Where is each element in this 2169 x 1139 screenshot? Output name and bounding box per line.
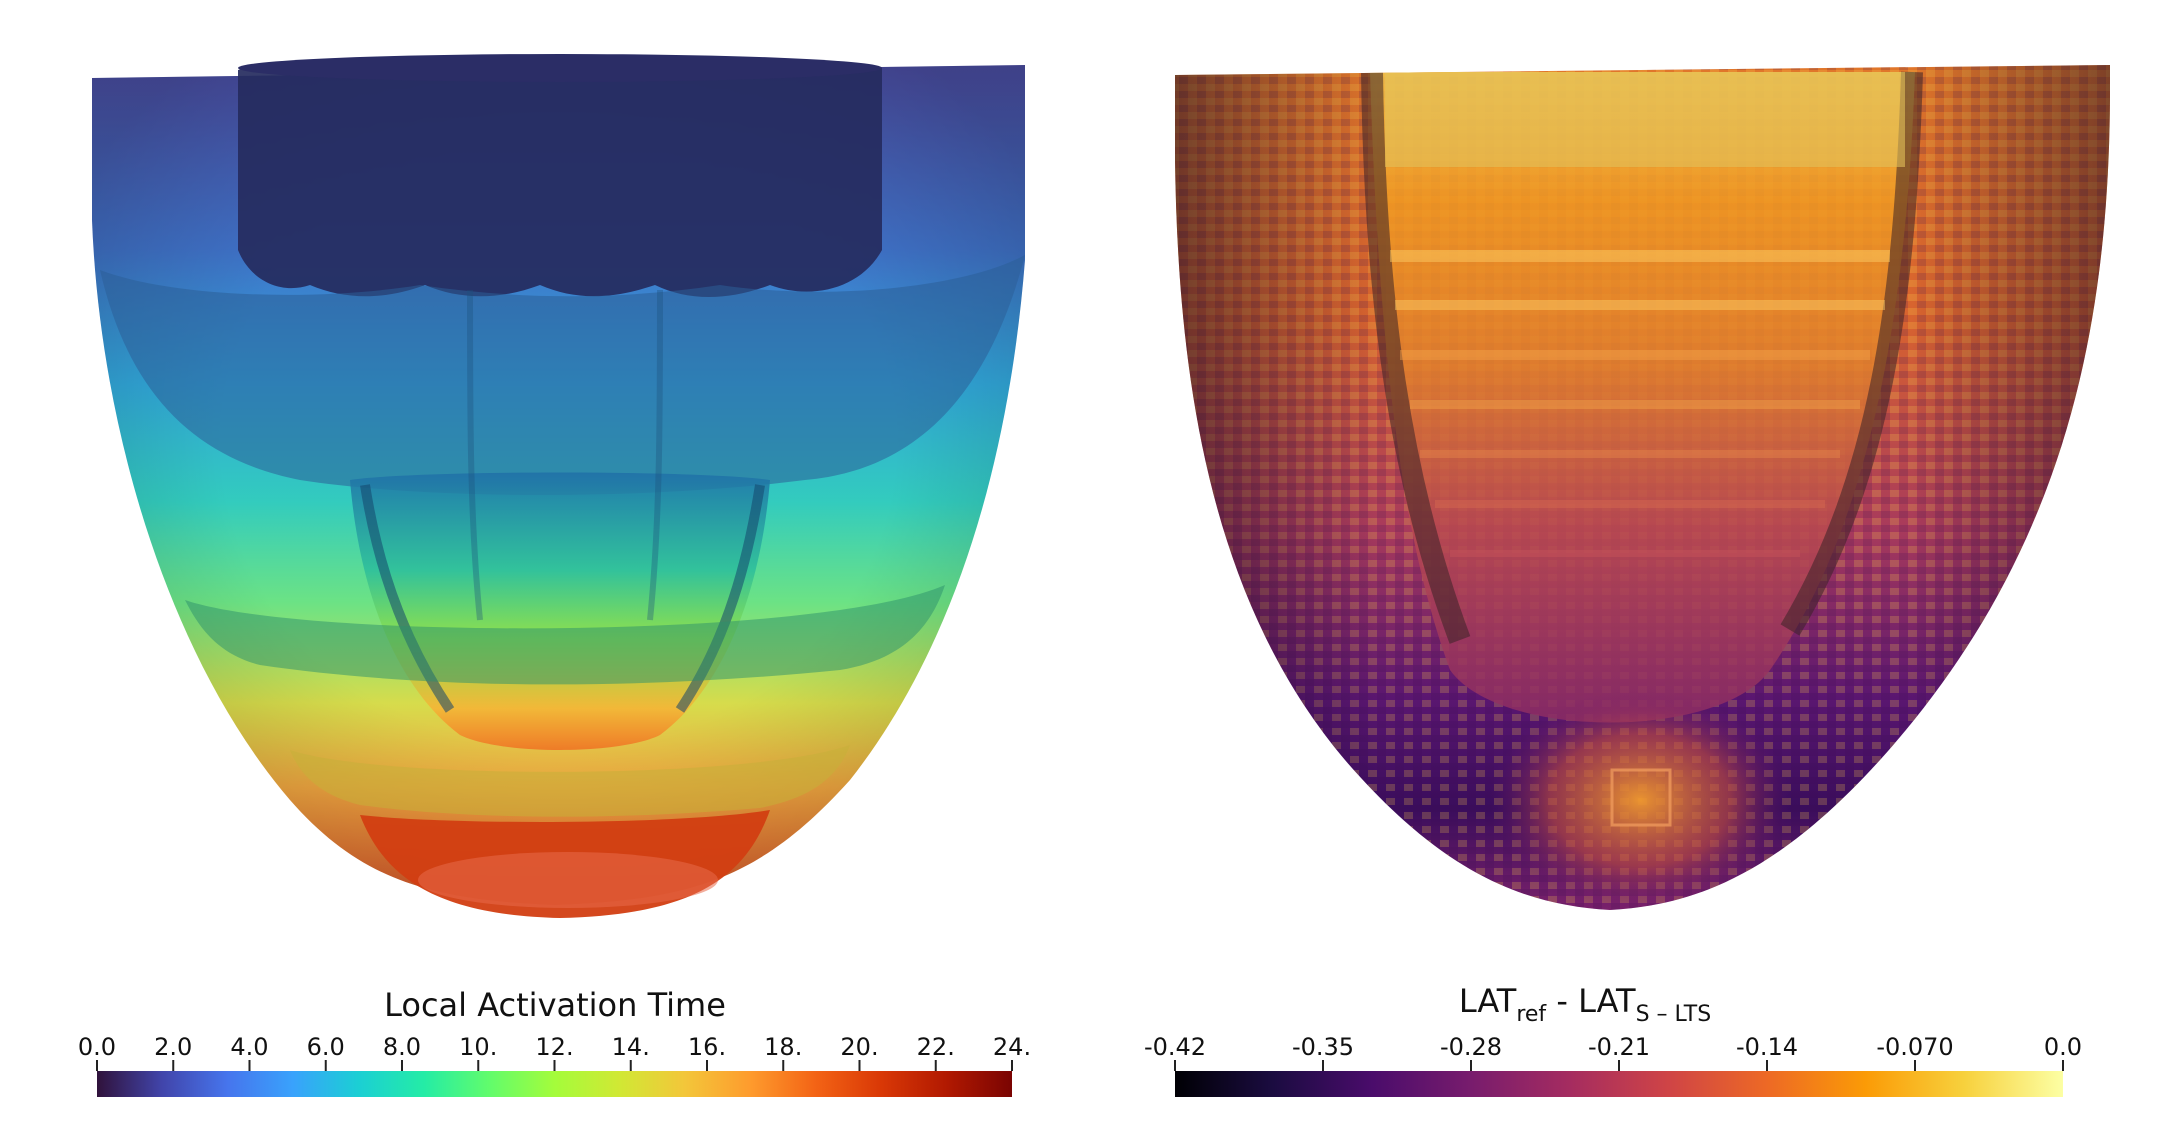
lat-colorbar: Local Activation Time 0.0 2.0 4.0 6.0 8.0 10.… <box>78 986 1031 1097</box>
diff-title-mid: - LAT <box>1546 982 1636 1020</box>
diff-tick-label: -0.42 <box>1144 1033 1206 1061</box>
lat-tick-label: 12. <box>535 1033 573 1061</box>
diff-title-sub1: ref <box>1516 1002 1547 1027</box>
lv-basal-cap <box>238 58 882 298</box>
rv-apex-glow <box>1490 690 1790 910</box>
lat-tick-label: 24. <box>993 1033 1031 1061</box>
diff-tick-label: -0.35 <box>1292 1033 1354 1061</box>
lat-tick-label: 16. <box>688 1033 726 1061</box>
lat-colorbar-title: Local Activation Time <box>384 986 726 1024</box>
diff-colorbar: LATref - LATS – LTS -0.42 -0.35 -0.28 -0.21… <box>1144 982 2082 1097</box>
diff-colorbar-ticks: -0.42 -0.35 -0.28 -0.21 -0.14 -0.070 0.0 <box>1144 1033 2082 1071</box>
lv-band-3 <box>290 745 850 817</box>
lat-tick-label: 0.0 <box>78 1033 116 1061</box>
lv-inner-septum <box>467 289 483 621</box>
diff-heart-render <box>1175 65 2110 910</box>
rv-apex-box <box>1610 768 1672 827</box>
diff-tick-label: 0.0 <box>2044 1033 2082 1061</box>
lat-tick-label: 18. <box>764 1033 802 1061</box>
lat-colorbar-ticks: 0.0 2.0 4.0 6.0 8.0 10. 12. 14. 16. 18. 20. 22. 24. <box>78 1033 1031 1071</box>
lat-tick-label: 8.0 <box>383 1033 421 1061</box>
diff-tick-label: -0.28 <box>1440 1033 1502 1061</box>
lv-inner-wall-right <box>675 484 765 713</box>
lat-tick-label: 6.0 <box>307 1033 345 1061</box>
diff-colorbar-bar <box>1175 1071 2063 1097</box>
diff-title-main: LAT <box>1459 982 1517 1020</box>
lat-tick-label: 4.0 <box>230 1033 268 1061</box>
lv-apex-rim <box>418 852 718 908</box>
lv-basal-rim <box>238 54 882 82</box>
diff-tick-label: -0.14 <box>1736 1033 1798 1061</box>
diff-tick-label: -0.21 <box>1588 1033 1650 1061</box>
lv-inner-wall-left <box>360 484 455 713</box>
lat-colorbar-bar <box>97 1071 1012 1097</box>
lat-tick-label: 20. <box>840 1033 878 1061</box>
lat-tick-label: 2.0 <box>154 1033 192 1061</box>
lat-tick-label: 22. <box>917 1033 955 1061</box>
lat-heart-render <box>92 54 1025 918</box>
lat-tick-label: 14. <box>612 1033 650 1061</box>
diff-colorbar-title: LATref - LATS – LTS <box>1459 982 1711 1027</box>
lat-tick-label: 10. <box>459 1033 497 1061</box>
lv-band-2 <box>185 585 945 685</box>
lv-inner-septum-2 <box>647 289 663 621</box>
diff-tick-label: -0.070 <box>1876 1033 1953 1061</box>
diff-title-sub2: S – LTS <box>1636 1002 1712 1027</box>
lv-band-1 <box>100 255 1025 495</box>
